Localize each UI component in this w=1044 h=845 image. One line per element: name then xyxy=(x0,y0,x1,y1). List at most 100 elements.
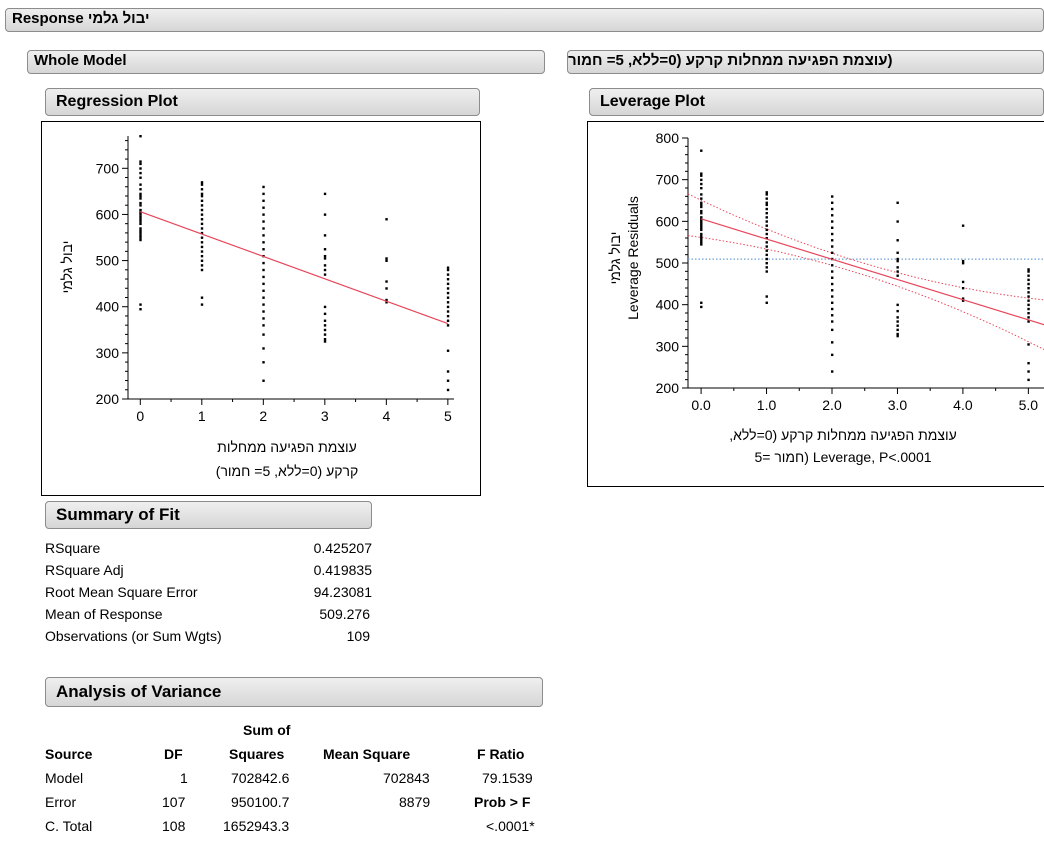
data-point xyxy=(700,237,703,240)
anova-model-df: 1 xyxy=(180,770,188,786)
data-point xyxy=(139,227,142,230)
data-point xyxy=(262,206,265,209)
data-point xyxy=(765,241,768,244)
y-tick-label: 800 xyxy=(656,130,680,146)
anova-error-ss: 950100.7 xyxy=(231,794,290,810)
data-point xyxy=(446,319,450,322)
data-point xyxy=(765,301,768,304)
data-point xyxy=(1027,282,1030,286)
regression-plot[interactable]: 200 300 400 500 600 700 0 1 2 3 4 5 יבול גלמי עוצמת ה… xyxy=(42,122,482,497)
data-point xyxy=(139,208,142,212)
data-point xyxy=(831,301,834,304)
data-point xyxy=(262,289,265,292)
data-point xyxy=(200,181,204,184)
data-point xyxy=(765,262,768,265)
data-point xyxy=(831,289,834,292)
anova-model-source: Model xyxy=(45,770,84,786)
data-point xyxy=(200,188,204,191)
data-point xyxy=(765,224,768,227)
anova-prob-f-label: Prob > F xyxy=(474,794,531,810)
leverage-plot-header[interactable]: Leverage Plot xyxy=(589,88,1044,116)
x-axis-title-line2: קרקע (0=ללא, 5= חמור) xyxy=(216,463,358,479)
data-point xyxy=(262,379,265,382)
anova-col-mean-square: Mean Square xyxy=(323,746,411,762)
data-point xyxy=(1027,343,1030,346)
data-point xyxy=(323,264,327,267)
data-point xyxy=(765,228,768,232)
data-point xyxy=(139,236,142,239)
data-point xyxy=(896,257,899,261)
data-point xyxy=(700,178,703,182)
y-tick-label: 200 xyxy=(656,380,680,396)
x-axis-title-line2: 5= חמור) Leverage, P<.0001 xyxy=(754,449,931,465)
data-point xyxy=(700,182,703,186)
data-point xyxy=(446,287,450,290)
data-point xyxy=(200,250,204,253)
data-point xyxy=(446,305,450,309)
y-tick-label: 500 xyxy=(96,253,120,269)
data-point xyxy=(385,259,388,262)
data-point xyxy=(961,287,965,290)
data-point xyxy=(446,278,450,281)
data-point xyxy=(700,224,703,227)
data-point xyxy=(961,259,965,263)
data-point xyxy=(961,224,965,227)
stat-value: 0.425207 xyxy=(313,540,372,556)
regression-plot-frame: 200 300 400 500 600 700 0 1 2 3 4 5 יבול גלמי עוצמת ה… xyxy=(41,121,481,496)
leverage-plot[interactable]: 200 300 400 500 600 700 800 0.0 1.0 2.0 3.0 4.0 5.0 י… xyxy=(588,122,1044,488)
data-point xyxy=(323,254,327,258)
whole-model-header[interactable]: Whole Model xyxy=(27,50,545,74)
data-point xyxy=(896,324,899,327)
data-point xyxy=(1027,362,1030,365)
data-point xyxy=(139,218,142,221)
data-point xyxy=(831,220,834,223)
data-point xyxy=(831,328,834,332)
data-point xyxy=(446,379,450,382)
data-point xyxy=(446,296,450,299)
data-point xyxy=(831,251,834,254)
data-point xyxy=(262,275,265,279)
data-point xyxy=(139,204,142,207)
stat-value: 509.276 xyxy=(319,606,370,622)
anova-title: Analysis of Variance xyxy=(56,682,222,701)
summary-of-fit-header[interactable]: Summary of Fit xyxy=(45,501,372,529)
anova-header[interactable]: Analysis of Variance xyxy=(45,677,543,707)
response-title: Response יבול גלמי xyxy=(12,10,150,27)
summary-row-mean-response: Mean of Response 509.276 xyxy=(45,603,370,625)
data-point xyxy=(765,207,768,211)
x-tick-label: 1.0 xyxy=(757,397,777,413)
lower-confidence-curve xyxy=(687,235,1044,351)
effect-outline-header[interactable]: (עוצמת הפגיעה ממחלות קרקע (0=ללא, 5= חמו… xyxy=(567,50,1044,74)
data-point xyxy=(385,280,388,283)
data-point xyxy=(700,149,703,152)
data-point xyxy=(323,248,327,251)
data-point xyxy=(700,203,703,207)
data-point xyxy=(262,310,265,313)
data-point xyxy=(831,245,834,248)
data-point xyxy=(262,248,265,251)
x-axis-title-line1: עוצמת הפגיעה ממחלות xyxy=(217,439,357,455)
response-outline-header[interactable]: Response יבול גלמי xyxy=(5,8,1044,32)
y-axis-title-line2: Leverage Residuals xyxy=(625,196,641,320)
data-point xyxy=(831,353,834,357)
data-point xyxy=(323,338,327,341)
data-point xyxy=(700,232,703,236)
data-point xyxy=(262,296,265,299)
summary-row-observations: Observations (or Sum Wgts) 109 xyxy=(45,625,370,647)
data-point xyxy=(700,174,703,177)
data-point xyxy=(896,334,899,338)
anova-total-source: C. Total xyxy=(45,818,93,834)
data-point xyxy=(139,222,142,226)
anova-error-df: 107 xyxy=(162,794,186,810)
data-point xyxy=(831,226,834,229)
data-point xyxy=(961,297,965,300)
whole-model-title: Whole Model xyxy=(34,52,127,69)
data-point xyxy=(700,239,703,242)
data-point xyxy=(200,264,204,267)
data-point xyxy=(262,227,265,230)
data-point xyxy=(896,332,899,336)
data-point xyxy=(200,303,204,306)
data-point xyxy=(831,232,834,236)
summary-of-fit-title: Summary of Fit xyxy=(56,505,180,524)
regression-plot-header[interactable]: Regression Plot xyxy=(45,88,480,116)
